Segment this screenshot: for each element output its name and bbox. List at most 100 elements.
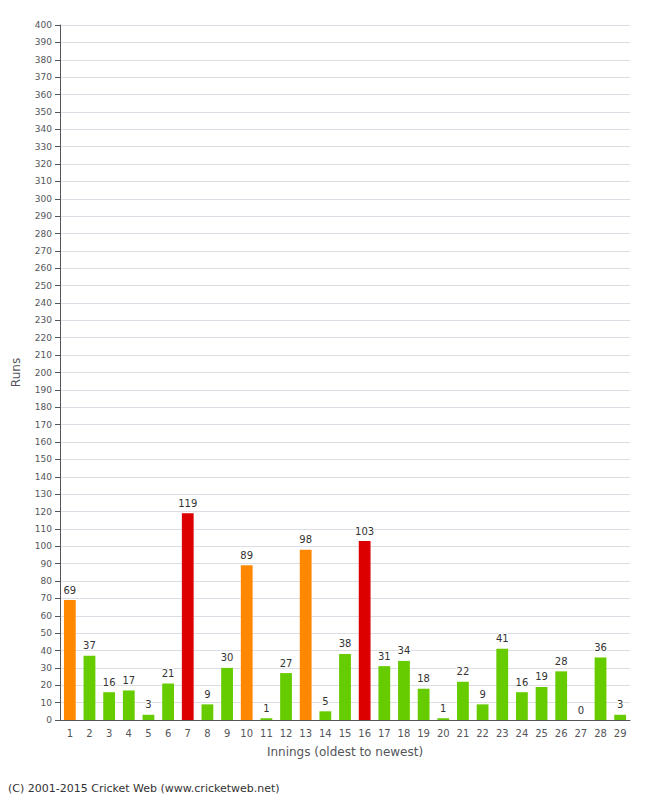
svg-text:0: 0 [578,705,584,716]
svg-text:90: 90 [41,559,53,569]
svg-text:15: 15 [339,728,352,739]
svg-text:6: 6 [165,728,171,739]
svg-text:140: 140 [35,472,52,482]
svg-text:16: 16 [358,728,371,739]
svg-text:7: 7 [185,728,191,739]
svg-text:22: 22 [476,728,489,739]
svg-text:5: 5 [145,728,151,739]
svg-text:25: 25 [535,728,548,739]
svg-text:1: 1 [67,728,73,739]
svg-text:17: 17 [378,728,391,739]
svg-text:4: 4 [126,728,132,739]
svg-text:38: 38 [339,638,352,649]
svg-text:130: 130 [35,489,52,499]
svg-text:34: 34 [398,645,411,656]
svg-text:210: 210 [35,350,52,360]
svg-text:11: 11 [260,728,273,739]
svg-text:1: 1 [440,703,446,714]
svg-text:370: 370 [35,72,52,82]
svg-text:9: 9 [224,728,230,739]
svg-text:21: 21 [457,728,470,739]
svg-text:330: 330 [35,142,52,152]
svg-text:250: 250 [35,281,52,291]
svg-text:23: 23 [496,728,509,739]
svg-text:230: 230 [35,315,52,325]
svg-text:8: 8 [204,728,210,739]
svg-text:69: 69 [63,585,76,596]
svg-text:150: 150 [35,454,52,464]
svg-text:Innings (oldest to newest): Innings (oldest to newest) [267,745,423,759]
svg-text:340: 340 [35,124,52,134]
svg-text:12: 12 [280,728,293,739]
svg-text:160: 160 [35,437,52,447]
svg-text:98: 98 [299,534,312,545]
svg-text:380: 380 [35,55,52,65]
svg-text:240: 240 [35,298,52,308]
svg-text:18: 18 [398,728,411,739]
svg-text:3: 3 [145,699,151,710]
svg-text:70: 70 [41,593,53,603]
svg-text:Runs: Runs [9,358,23,387]
svg-text:110: 110 [35,524,52,534]
svg-text:400: 400 [35,20,52,30]
svg-text:27: 27 [280,658,293,669]
svg-text:280: 280 [35,229,52,239]
svg-text:300: 300 [35,194,52,204]
svg-text:89: 89 [240,550,253,561]
svg-text:2: 2 [86,728,92,739]
svg-text:31: 31 [378,651,391,662]
svg-text:40: 40 [41,646,53,656]
svg-text:270: 270 [35,246,52,256]
svg-text:3: 3 [106,728,112,739]
svg-text:9: 9 [479,689,485,700]
svg-text:260: 260 [35,263,52,273]
svg-text:30: 30 [221,652,234,663]
svg-text:29: 29 [614,728,627,739]
svg-text:13: 13 [299,728,312,739]
svg-text:24: 24 [516,728,529,739]
svg-text:37: 37 [83,640,96,651]
svg-text:5: 5 [322,696,328,707]
svg-text:170: 170 [35,420,52,430]
svg-text:28: 28 [555,656,568,667]
svg-text:350: 350 [35,107,52,117]
svg-text:360: 360 [35,90,52,100]
svg-text:16: 16 [516,677,529,688]
svg-text:180: 180 [35,402,52,412]
svg-text:(C) 2001-2015 Cricket Web (www: (C) 2001-2015 Cricket Web (www.cricketwe… [8,782,280,795]
svg-text:100: 100 [35,541,52,551]
svg-text:20: 20 [437,728,450,739]
svg-text:22: 22 [457,666,470,677]
svg-text:290: 290 [35,211,52,221]
svg-text:1: 1 [263,703,269,714]
svg-text:390: 390 [35,37,52,47]
svg-text:10: 10 [41,698,53,708]
svg-text:20: 20 [41,680,53,690]
svg-text:80: 80 [41,576,53,586]
svg-text:60: 60 [41,611,53,621]
svg-text:120: 120 [35,507,52,517]
svg-text:0: 0 [46,715,52,725]
svg-text:19: 19 [535,671,548,682]
svg-text:190: 190 [35,385,52,395]
svg-text:17: 17 [122,675,135,686]
svg-text:19: 19 [417,728,430,739]
svg-text:310: 310 [35,176,52,186]
svg-text:50: 50 [41,628,53,638]
svg-text:36: 36 [594,642,607,653]
svg-text:9: 9 [204,689,210,700]
svg-text:103: 103 [355,526,374,537]
svg-text:10: 10 [240,728,253,739]
svg-text:30: 30 [41,663,53,673]
svg-text:14: 14 [319,728,332,739]
svg-text:119: 119 [178,498,197,509]
svg-text:16: 16 [103,677,116,688]
svg-text:41: 41 [496,633,509,644]
svg-text:21: 21 [162,668,175,679]
svg-text:28: 28 [594,728,607,739]
svg-text:18: 18 [417,673,430,684]
svg-text:320: 320 [35,159,52,169]
svg-text:220: 220 [35,333,52,343]
svg-text:200: 200 [35,368,52,378]
svg-text:3: 3 [617,699,623,710]
